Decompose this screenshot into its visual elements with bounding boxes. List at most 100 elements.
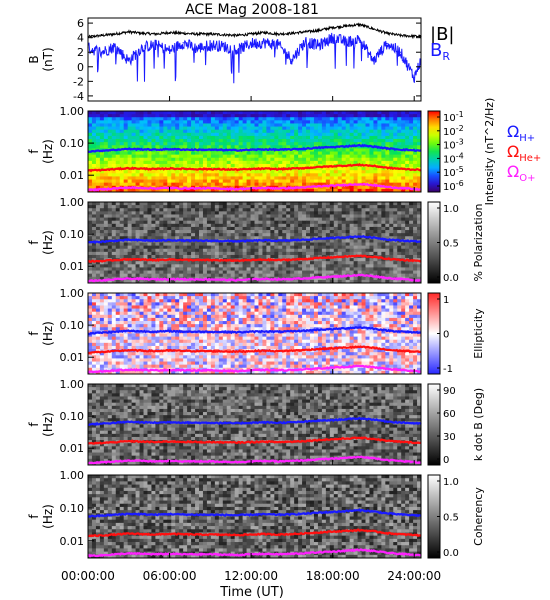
y-tick-label: 0.10	[60, 228, 85, 241]
btot-data-point	[359, 23, 361, 26]
btot-data-point	[386, 32, 388, 34]
br-data-point	[100, 51, 103, 53]
he-plus-gyrofrequency-line	[87, 254, 422, 264]
panel-4-yunit: (Hz)	[41, 321, 55, 346]
btot-data-point	[413, 35, 415, 37]
btot-data-point	[318, 29, 320, 31]
colorbar-tick-label: 1.0	[443, 204, 459, 215]
colorbar-tick-label: 0.0	[443, 273, 459, 284]
colorbar-tick-label: 10-1	[443, 110, 464, 124]
y-tick-label: 0.01	[60, 442, 85, 455]
panel-1-ylabel: B	[27, 55, 41, 63]
br-series-line	[87, 32, 422, 84]
br-data-point	[168, 50, 171, 52]
colorbar-tick-label: 0.5	[443, 513, 459, 524]
br-data-point	[196, 47, 198, 50]
btot-data-point	[168, 31, 171, 34]
y-tick-label: 4	[77, 32, 84, 45]
btot-data-point	[372, 28, 375, 30]
btot-data-point	[223, 34, 225, 36]
colorbar-tick-label: 10-4	[443, 151, 464, 165]
br-data-point	[114, 45, 116, 47]
y-tick-label: -4	[73, 90, 84, 103]
colorbar-tick-label: -1	[443, 364, 453, 375]
o-plus-gyrofrequency-line	[87, 182, 421, 192]
br-data-point	[250, 42, 252, 45]
panel-5-colorbar	[427, 383, 441, 466]
x-tick-label: 06:00:00	[143, 569, 197, 583]
btot-data-point	[196, 33, 198, 35]
btot-data-point	[304, 31, 307, 33]
br-data-point	[304, 40, 307, 42]
panel-5-yunit: (Hz)	[41, 412, 55, 437]
panel-6-ylabel: f	[27, 514, 41, 519]
br-data-point	[332, 37, 334, 39]
y-tick-label: 0.01	[60, 169, 85, 182]
panel-5-frame	[87, 383, 422, 466]
h-plus-gyrofrequency-line	[87, 234, 422, 245]
br-data-point	[277, 44, 279, 46]
panel-4-frame	[87, 292, 422, 375]
panel-6-spectrogram	[88, 475, 422, 559]
br-data-point	[400, 51, 402, 53]
y-tick-label: 0.10	[60, 319, 85, 332]
panel-2-colorbar	[427, 110, 441, 193]
panel-3-yunit: (Hz)	[41, 230, 55, 255]
legend-o-plus: ΩO+	[507, 162, 535, 184]
colorbar-tick-label: 30	[443, 432, 456, 443]
y-tick-label: 0.10	[60, 502, 85, 515]
br-data-point	[345, 41, 347, 43]
br-data-point	[182, 42, 184, 44]
x-tick-label: 24:00:00	[387, 569, 441, 583]
btot-data-point	[182, 32, 184, 34]
btot-data-point	[114, 33, 116, 35]
y-tick-label: 0.10	[60, 137, 85, 150]
legend-he-plus: ΩHe+	[507, 142, 541, 164]
panel-4-spectrogram	[88, 293, 422, 375]
br-data-point	[236, 49, 239, 51]
y-tick-label: 0.01	[60, 535, 85, 548]
btot-data-point	[209, 33, 211, 35]
he-plus-gyrofrequency-line	[87, 163, 422, 173]
y-tick-label: 6	[77, 17, 84, 30]
panel-5-colorbar-label: k dot B (Deg)	[472, 388, 485, 461]
panel-6-colorbar-label: Coherency	[472, 487, 485, 546]
colorbar-tick-label: 10-5	[443, 165, 464, 179]
panel-5-ylabel: f	[27, 422, 41, 427]
br-data-point	[359, 38, 361, 40]
y-tick-label: 0.01	[60, 351, 85, 364]
br-data-point	[413, 77, 415, 79]
o-plus-gyrofrequency-line	[87, 455, 422, 465]
panel-2-spectrogram	[88, 111, 422, 193]
btot-data-point	[155, 33, 157, 35]
y-tick-label: -2	[73, 75, 84, 88]
o-plus-gyrofrequency-line	[88, 273, 422, 283]
panel-2-yunit: (Hz)	[41, 139, 55, 164]
y-tick-label: 1.00	[60, 105, 85, 118]
br-data-point	[264, 42, 266, 44]
h-plus-gyrofrequency-line	[87, 326, 422, 336]
legend-h-plus: ΩH+	[507, 122, 535, 144]
btot-data-point	[100, 34, 103, 37]
x-tick-label: 12:00:00	[224, 569, 278, 583]
he-plus-gyrofrequency-line	[87, 436, 422, 445]
panel-3-frame	[87, 201, 422, 284]
colorbar-tick-label: 0	[443, 330, 449, 341]
y-tick-label: 1.00	[60, 287, 85, 300]
panel-6-yunit: (Hz)	[41, 504, 55, 529]
colorbar-tick-label: 0	[443, 455, 449, 466]
colorbar-tick-label: 60	[443, 409, 456, 420]
br-data-point	[141, 46, 143, 48]
br-data-point	[318, 45, 320, 47]
legend-btot: |B|	[430, 24, 454, 45]
panel-1-frame	[87, 17, 422, 102]
colorbar-tick-label: 10-2	[443, 124, 464, 138]
h-plus-gyrofrequency-line	[87, 143, 422, 154]
x-axis-label: Time (UT)	[219, 585, 284, 600]
btot-data-point	[400, 34, 402, 37]
colorbar-tick-label: 10-6	[443, 179, 464, 193]
colorbar-tick-label: 1.0	[443, 477, 459, 488]
x-tick-label: 00:00:00	[61, 569, 115, 583]
panel-2-colorbar-label: Intensity (nT^2/Hz)	[483, 98, 496, 206]
